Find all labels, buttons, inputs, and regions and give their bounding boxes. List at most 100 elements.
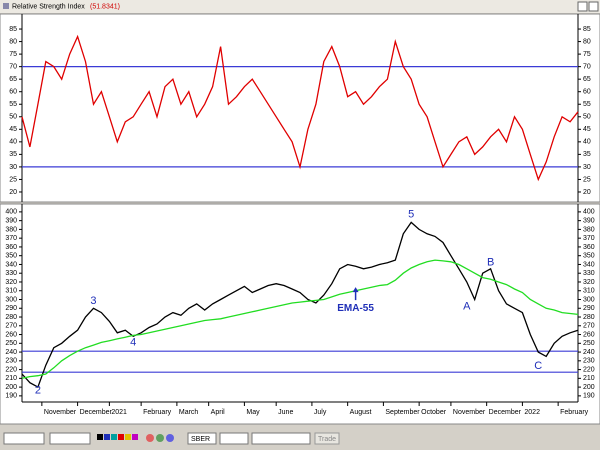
y-tick-label: 45: [583, 126, 591, 133]
trade-button[interactable]: [314, 432, 340, 445]
y-tick-label: 310: [583, 288, 595, 295]
wave-label: 3: [90, 295, 96, 307]
y-tick-label: 360: [5, 244, 17, 251]
rsi-value: (51.8341): [90, 3, 120, 10]
y-tick-label: 380: [5, 226, 17, 233]
y-tick-label: 190: [5, 393, 17, 400]
y-tick-label: 55: [9, 101, 17, 108]
dropdown[interactable]: [3, 432, 45, 445]
y-tick-label: 210: [5, 375, 17, 382]
symbol: SBER: [191, 436, 210, 443]
y-tick-label: 30: [9, 164, 17, 171]
close-button[interactable]: [588, 1, 599, 12]
series-line: [21, 259, 579, 379]
y-tick-label: 35: [583, 151, 591, 158]
y-tick-label: 190: [583, 393, 595, 400]
y-tick-label: 300: [5, 296, 17, 303]
window-icon: [3, 3, 9, 9]
dropdown[interactable]: [49, 432, 91, 445]
y-tick-label: 270: [583, 323, 595, 330]
wave-label: 5: [408, 208, 414, 220]
x-tick-label: August: [350, 409, 372, 416]
y-tick-label: 220: [583, 366, 595, 373]
y-tick-label: 70: [9, 63, 17, 70]
dropdown[interactable]: [251, 432, 311, 445]
arrow-head: [352, 287, 359, 293]
y-tick-label: 50: [583, 114, 591, 121]
y-tick-label: 400: [583, 209, 595, 216]
y-tick-label: 65: [9, 76, 17, 83]
y-tick-label: 210: [583, 375, 595, 382]
x-tick-label: July: [314, 409, 327, 416]
y-tick-label: 20: [583, 189, 591, 196]
x-tick-label: February: [143, 409, 172, 416]
swatch[interactable]: [111, 434, 117, 440]
y-tick-label: 75: [583, 51, 591, 58]
swatch[interactable]: [104, 434, 110, 440]
y-tick-label: 70: [583, 63, 591, 70]
y-tick-label: 75: [9, 51, 17, 58]
y-tick-label: 270: [5, 323, 17, 330]
y-tick-label: 35: [9, 151, 17, 158]
tool-icon[interactable]: [156, 434, 164, 442]
x-tick-label: June: [278, 409, 293, 416]
y-tick-label: 340: [5, 261, 17, 268]
x-tick-label: 2021: [111, 409, 127, 416]
series-line: [21, 221, 579, 389]
y-tick-label: 40: [583, 139, 591, 146]
y-tick-label: 350: [583, 253, 595, 260]
y-tick-label: 260: [5, 331, 17, 338]
y-tick-label: 280: [5, 314, 17, 321]
y-tick-label: 390: [583, 217, 595, 224]
swatch[interactable]: [97, 434, 103, 440]
y-tick-label: 290: [5, 305, 17, 312]
window-title: Relative Strength Index: [12, 3, 85, 10]
y-tick-label: 85: [9, 26, 17, 33]
dropdown[interactable]: [219, 432, 249, 445]
wave-label: C: [534, 360, 542, 372]
symbol-box[interactable]: [187, 432, 217, 445]
y-tick-label: 30: [583, 164, 591, 171]
y-tick-label: 25: [583, 176, 591, 183]
y-tick-label: 390: [5, 217, 17, 224]
swatch[interactable]: [118, 434, 124, 440]
wave-label: B: [487, 257, 494, 269]
y-tick-label: 260: [583, 331, 595, 338]
y-tick-label: 290: [583, 305, 595, 312]
y-tick-label: 25: [9, 176, 17, 183]
y-tick-label: 310: [5, 288, 17, 295]
y-tick-label: 200: [583, 384, 595, 391]
y-tick-label: 20: [9, 189, 17, 196]
y-tick-label: 370: [5, 235, 17, 242]
y-tick-label: 380: [583, 226, 595, 233]
y-tick-label: 320: [5, 279, 17, 286]
swatch[interactable]: [132, 434, 138, 440]
y-tick-label: 60: [583, 89, 591, 96]
wave-label: 4: [130, 336, 136, 348]
x-tick-label: May: [246, 409, 260, 416]
swatch[interactable]: [125, 434, 131, 440]
y-tick-label: 320: [583, 279, 595, 286]
tool-icon[interactable]: [166, 434, 174, 442]
title-bar: [0, 0, 600, 13]
x-tick-label: November: [453, 409, 486, 416]
y-tick-label: 240: [5, 349, 17, 356]
x-tick-label: September: [385, 409, 420, 416]
y-tick-label: 50: [9, 114, 17, 121]
restore-button[interactable]: [577, 1, 588, 12]
y-tick-label: 330: [5, 270, 17, 277]
y-tick-label: 200: [5, 384, 17, 391]
y-tick-label: 240: [583, 349, 595, 356]
y-tick-label: 250: [5, 340, 17, 347]
x-tick-label: April: [211, 409, 225, 416]
y-tick-label: 80: [9, 38, 17, 45]
rsi-panel: [0, 13, 600, 203]
series-label: EMA-55: [337, 303, 374, 314]
wave-label: 2: [35, 385, 41, 397]
trade-button-label: Trade: [318, 436, 336, 443]
tool-icon[interactable]: [146, 434, 154, 442]
y-tick-label: 350: [5, 253, 17, 260]
price-panel: [0, 203, 600, 425]
y-tick-label: 230: [583, 358, 595, 365]
